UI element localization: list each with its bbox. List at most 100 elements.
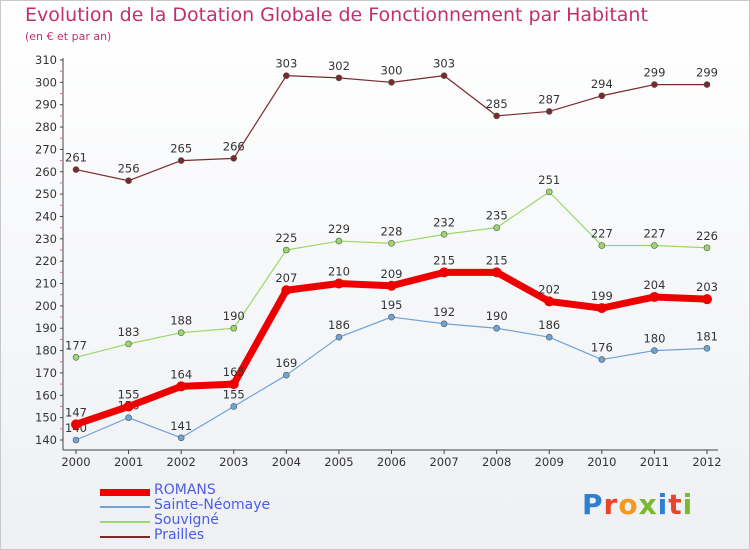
- data-label-souvigne: 225: [275, 231, 297, 245]
- logo-letter: P: [582, 488, 604, 521]
- logo-letter: i: [657, 488, 669, 521]
- x-tick-label: 2001: [114, 455, 143, 469]
- data-label-romans: 204: [643, 278, 665, 292]
- data-label-sainte-neomaye: 192: [433, 305, 455, 319]
- data-label-sainte-neomaye: 190: [486, 309, 508, 323]
- y-tick-label: 180: [35, 344, 57, 358]
- data-point-sainte-neomaye: [335, 333, 343, 341]
- logo-letter: x: [638, 488, 658, 521]
- data-label-sainte-neomaye: 186: [328, 318, 350, 332]
- data-point-souvigne: [440, 231, 448, 238]
- legend-label: ROMANS: [154, 482, 216, 498]
- data-label-romans: 209: [381, 267, 403, 281]
- data-point-prailles: [72, 166, 80, 173]
- data-point-souvigne: [230, 324, 238, 332]
- data-label-souvigne: 228: [381, 224, 403, 238]
- data-label-prailles: 299: [696, 66, 718, 80]
- data-label-souvigne: 227: [643, 227, 665, 241]
- data-point-sainte-neomaye: [440, 320, 448, 328]
- data-label-romans: 203: [696, 280, 718, 294]
- legend-label: Sainte-Néomaye: [154, 497, 271, 513]
- x-tick-label: 2009: [535, 455, 564, 469]
- data-point-romans: [176, 381, 187, 392]
- data-label-souvigne: 251: [538, 173, 560, 187]
- data-point-sainte-neomaye: [651, 347, 658, 354]
- data-point-romans: [649, 291, 660, 302]
- x-tick-label: 2008: [482, 455, 511, 469]
- data-label-prailles: 303: [275, 57, 297, 71]
- chart-title: Evolution de la Dotation Globale de Fonc…: [25, 4, 648, 26]
- data-label-prailles: 302: [328, 59, 350, 73]
- y-tick-label: 250: [35, 187, 57, 201]
- data-label-romans: 210: [328, 265, 350, 279]
- logo-letter: r: [603, 488, 619, 521]
- data-point-prailles: [388, 79, 395, 86]
- data-label-souvigne: 232: [433, 215, 455, 229]
- x-tick-label: 2011: [640, 455, 669, 469]
- data-label-sainte-neomaye: 195: [381, 298, 403, 312]
- data-point-romans: [71, 419, 81, 430]
- data-point-romans: [439, 267, 450, 278]
- y-tick-label: 220: [35, 254, 57, 268]
- x-tick-label: 2003: [219, 455, 248, 469]
- data-label-prailles: 261: [65, 151, 87, 165]
- data-label-souvigne: 226: [696, 229, 718, 243]
- data-point-sainte-neomaye: [388, 313, 395, 321]
- data-label-prailles: 265: [170, 142, 192, 156]
- data-label-souvigne: 177: [65, 338, 87, 352]
- logo-letter: t: [668, 488, 683, 521]
- x-tick-label: 2010: [587, 455, 616, 469]
- data-point-romans: [491, 267, 502, 278]
- data-label-sainte-neomaye: 169: [275, 356, 297, 370]
- legend-swatch: [100, 489, 150, 496]
- legend-swatch: [100, 506, 150, 508]
- data-point-sainte-neomaye: [598, 356, 606, 363]
- data-point-souvigne: [125, 340, 132, 348]
- y-tick-label: 290: [35, 98, 57, 112]
- data-point-prailles: [177, 157, 185, 164]
- data-label-prailles: 294: [591, 77, 613, 91]
- y-tick-label: 150: [35, 411, 57, 425]
- data-point-romans: [123, 401, 134, 412]
- data-point-prailles: [283, 72, 290, 79]
- data-point-souvigne: [283, 246, 290, 254]
- data-label-prailles: 256: [118, 162, 140, 176]
- y-tick-label: 280: [35, 120, 57, 134]
- data-point-souvigne: [72, 353, 80, 361]
- y-tick-label: 310: [35, 53, 57, 67]
- data-point-prailles: [545, 108, 553, 115]
- data-point-romans: [702, 294, 712, 305]
- y-tick-label: 200: [35, 299, 57, 313]
- data-label-prailles: 300: [381, 63, 403, 77]
- data-label-prailles: 266: [223, 139, 245, 153]
- data-label-romans: 215: [486, 253, 508, 267]
- data-point-souvigne: [703, 244, 711, 252]
- data-point-romans: [281, 285, 292, 296]
- x-tick-label: 2012: [692, 455, 721, 469]
- data-label-souvigne: 229: [328, 222, 350, 236]
- data-point-souvigne: [545, 188, 553, 196]
- y-tick-label: 140: [35, 433, 57, 447]
- data-point-prailles: [493, 112, 500, 120]
- x-tick-label: 2007: [429, 455, 458, 469]
- data-label-romans: 147: [65, 405, 87, 419]
- series-line-prailles: [75, 75, 708, 182]
- chart-subtitle: (en € et par an): [25, 30, 112, 43]
- data-point-romans: [333, 278, 344, 289]
- legend-swatch: [100, 536, 150, 538]
- data-point-souvigne: [598, 242, 606, 249]
- data-label-sainte-neomaye: 176: [591, 341, 613, 355]
- data-point-romans: [228, 379, 239, 390]
- x-tick-label: 2004: [272, 455, 301, 469]
- data-point-romans: [596, 303, 607, 314]
- data-label-prailles: 285: [486, 97, 508, 111]
- data-point-prailles: [703, 81, 711, 88]
- data-point-romans: [544, 296, 555, 307]
- data-point-sainte-neomaye: [283, 371, 290, 379]
- x-tick-label: 2002: [167, 455, 196, 469]
- data-label-souvigne: 183: [118, 325, 140, 339]
- data-label-prailles: 303: [433, 57, 455, 71]
- data-point-souvigne: [493, 224, 500, 231]
